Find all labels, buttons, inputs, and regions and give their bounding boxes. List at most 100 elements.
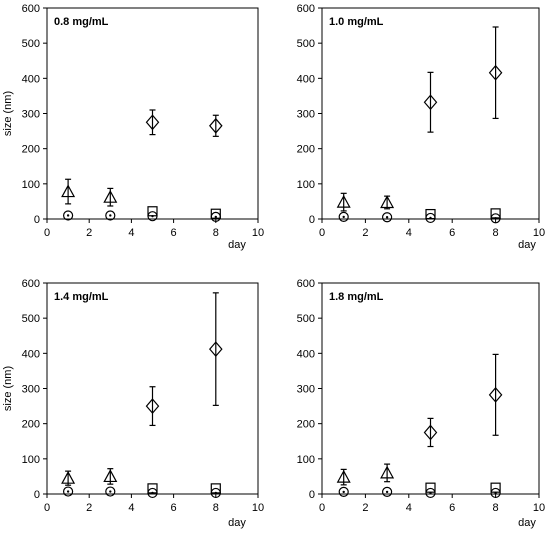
y-tick-label: 300 bbox=[22, 109, 40, 121]
y-tick-label: 600 bbox=[22, 3, 40, 15]
circle-marker-center bbox=[429, 216, 432, 220]
y-tick-label: 400 bbox=[297, 73, 315, 85]
x-tick-label: 8 bbox=[493, 227, 499, 239]
panel-title: 1.8 mg/mL bbox=[329, 291, 384, 303]
circle-marker-center bbox=[151, 214, 154, 218]
x-axis-label: day bbox=[228, 517, 246, 529]
y-tick-label: 100 bbox=[297, 454, 315, 466]
x-tick-label: 8 bbox=[213, 227, 219, 239]
x-tick-label: 10 bbox=[252, 502, 264, 514]
x-tick-label: 0 bbox=[44, 502, 50, 514]
circle-marker bbox=[490, 213, 501, 224]
y-tick-label: 600 bbox=[22, 278, 40, 290]
triangle-marker bbox=[380, 195, 395, 209]
circle-marker bbox=[425, 487, 436, 499]
x-tick-label: 8 bbox=[493, 502, 499, 514]
x-tick-label: 2 bbox=[362, 227, 368, 239]
x-tick-label: 2 bbox=[86, 502, 92, 514]
circle-marker-center bbox=[66, 490, 70, 493]
y-tick-label: 500 bbox=[297, 313, 315, 325]
y-tick-label: 200 bbox=[22, 144, 40, 156]
triangle-marker bbox=[103, 189, 118, 203]
circle-marker-center bbox=[214, 215, 217, 219]
y-tick-label: 0 bbox=[309, 214, 315, 226]
y-tick-label: 0 bbox=[309, 489, 315, 501]
y-axis-label: size (nm) bbox=[2, 366, 14, 411]
circle-marker-center bbox=[494, 491, 497, 495]
x-tick-label: 2 bbox=[86, 227, 92, 239]
y-tick-label: 400 bbox=[22, 73, 40, 85]
x-axis-label: day bbox=[518, 517, 536, 529]
y-tick-label: 200 bbox=[297, 419, 315, 431]
circle-marker-center bbox=[385, 490, 389, 494]
chart-panel-2: 0 100 200 300 400 500 600 0 2 4 6 8 10 1.0 mg/mL day bbox=[297, 3, 545, 251]
circle-marker-center bbox=[109, 490, 112, 493]
x-tick-label: 6 bbox=[449, 502, 455, 514]
square-marker bbox=[210, 208, 221, 219]
x-tick-label: 6 bbox=[171, 227, 177, 239]
y-tick-label: 200 bbox=[22, 419, 40, 431]
x-tick-label: 2 bbox=[362, 502, 368, 514]
circle-marker bbox=[210, 487, 221, 499]
triangle-marker bbox=[380, 465, 395, 479]
y-tick-label: 0 bbox=[34, 489, 40, 501]
panel-title: 0.8 mg/mL bbox=[54, 16, 109, 28]
y-tick-label: 500 bbox=[22, 38, 40, 50]
circle-marker bbox=[382, 486, 393, 497]
x-tick-label: 4 bbox=[406, 227, 412, 239]
diamond-marker bbox=[209, 341, 223, 358]
x-tick-label: 6 bbox=[449, 227, 455, 239]
circle-marker-center bbox=[109, 214, 112, 217]
x-tick-label: 0 bbox=[319, 502, 325, 514]
circle-marker bbox=[105, 486, 116, 497]
x-tick-label: 8 bbox=[213, 502, 219, 514]
x-tick-label: 10 bbox=[252, 227, 264, 239]
y-tick-label: 0 bbox=[34, 214, 40, 226]
panel-title: 1.0 mg/mL bbox=[329, 16, 384, 28]
x-tick-label: 4 bbox=[406, 502, 412, 514]
x-tick-label: 0 bbox=[319, 227, 325, 239]
circle-marker bbox=[490, 487, 501, 499]
diamond-marker bbox=[145, 398, 160, 415]
x-tick-label: 6 bbox=[171, 502, 177, 514]
diamond-marker bbox=[145, 114, 160, 131]
circle-marker bbox=[210, 211, 221, 222]
x-axis-label: day bbox=[518, 239, 536, 251]
x-tick-label: 4 bbox=[128, 227, 134, 239]
circle-marker-center bbox=[342, 490, 345, 494]
circle-marker bbox=[105, 210, 116, 221]
y-tick-label: 500 bbox=[22, 313, 40, 325]
chart-panel-4: 0 100 200 300 400 500 600 0 2 4 6 8 10 1.8 mg/mL day bbox=[297, 278, 545, 529]
y-axis-label: size (nm) bbox=[2, 91, 14, 136]
circle-marker-center bbox=[385, 216, 389, 219]
circle-marker-center bbox=[494, 217, 497, 220]
circle-marker bbox=[338, 486, 349, 497]
circle-marker bbox=[62, 210, 74, 221]
panel-title: 1.4 mg/mL bbox=[54, 291, 109, 303]
circle-marker bbox=[62, 486, 74, 497]
y-tick-label: 100 bbox=[22, 454, 40, 466]
triangle-marker bbox=[336, 194, 351, 208]
triangle-marker bbox=[61, 184, 76, 198]
triangle-marker bbox=[103, 469, 118, 483]
y-tick-label: 400 bbox=[22, 348, 40, 360]
x-tick-label: 0 bbox=[44, 227, 50, 239]
y-tick-label: 200 bbox=[297, 144, 315, 156]
circle-marker-center bbox=[342, 215, 345, 219]
y-tick-label: 600 bbox=[297, 3, 315, 15]
square-marker bbox=[425, 482, 436, 493]
y-tick-label: 600 bbox=[297, 278, 315, 290]
circle-marker-center bbox=[151, 491, 154, 495]
circle-marker bbox=[425, 212, 436, 224]
square-marker bbox=[490, 482, 501, 493]
y-tick-label: 500 bbox=[297, 38, 315, 50]
circle-marker-center bbox=[214, 491, 217, 495]
x-axis-label: day bbox=[228, 239, 246, 251]
chart-panel-3: 0 100 200 300 400 500 600 0 2 4 6 8 10 1.4 mg/mL day si… bbox=[2, 278, 264, 529]
x-tick-label: 10 bbox=[533, 227, 545, 239]
triangle-marker bbox=[61, 470, 76, 484]
circle-marker bbox=[147, 211, 158, 222]
circle-marker bbox=[338, 211, 349, 222]
